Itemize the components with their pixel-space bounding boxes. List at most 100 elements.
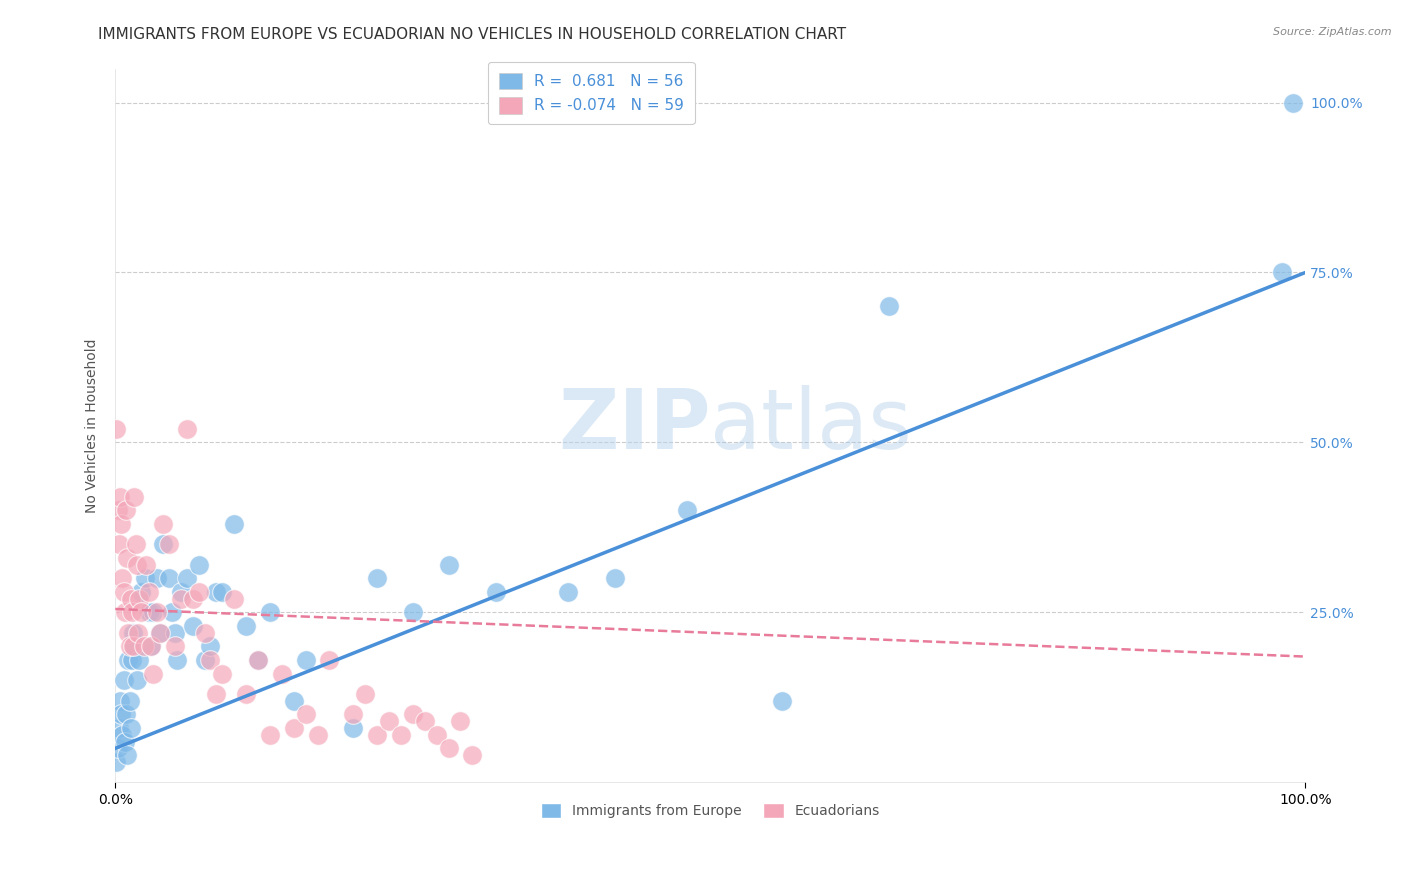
Point <box>224 516 246 531</box>
Point <box>170 585 193 599</box>
Point <box>142 606 165 620</box>
Point <box>124 537 146 551</box>
Point <box>146 571 169 585</box>
Point <box>205 585 228 599</box>
Point <box>125 558 148 572</box>
Point <box>603 571 626 585</box>
Point <box>342 721 364 735</box>
Point <box>124 490 146 504</box>
Point <box>1271 265 1294 279</box>
Point <box>205 687 228 701</box>
Point <box>121 606 143 620</box>
Point <box>294 707 316 722</box>
Point <box>294 653 316 667</box>
Point <box>224 591 246 606</box>
Y-axis label: No Vehicles in Household: No Vehicles in Household <box>86 338 100 513</box>
Point <box>402 606 425 620</box>
Point <box>107 741 129 756</box>
Point <box>115 707 138 722</box>
Text: ZIP: ZIP <box>558 385 710 466</box>
Point <box>270 666 292 681</box>
Point <box>176 422 198 436</box>
Point <box>157 571 180 585</box>
Point <box>152 516 174 531</box>
Point <box>152 537 174 551</box>
Point <box>557 585 579 599</box>
Point <box>235 619 257 633</box>
Point <box>163 640 186 654</box>
Point <box>283 694 305 708</box>
Point <box>235 687 257 701</box>
Point <box>131 606 153 620</box>
Point <box>437 741 460 756</box>
Point <box>211 666 233 681</box>
Point <box>426 728 449 742</box>
Point <box>146 606 169 620</box>
Point <box>110 516 132 531</box>
Point <box>402 707 425 722</box>
Point <box>120 721 142 735</box>
Point <box>125 673 148 688</box>
Point <box>181 591 204 606</box>
Point <box>389 728 412 742</box>
Point <box>162 606 184 620</box>
Point <box>211 585 233 599</box>
Point <box>128 653 150 667</box>
Point <box>108 537 131 551</box>
Point <box>117 653 139 667</box>
Point <box>200 653 222 667</box>
Point <box>149 625 172 640</box>
Point <box>461 748 484 763</box>
Text: IMMIGRANTS FROM EUROPE VS ECUADORIAN NO VEHICLES IN HOUSEHOLD CORRELATION CHART: IMMIGRANTS FROM EUROPE VS ECUADORIAN NO … <box>98 27 846 42</box>
Point <box>318 653 340 667</box>
Point <box>437 558 460 572</box>
Point <box>485 585 508 599</box>
Point <box>117 625 139 640</box>
Point <box>138 606 160 620</box>
Point <box>112 585 135 599</box>
Point <box>283 721 305 735</box>
Point <box>115 503 138 517</box>
Point <box>122 625 145 640</box>
Point <box>108 721 131 735</box>
Point <box>115 551 138 566</box>
Point <box>112 673 135 688</box>
Text: atlas: atlas <box>710 385 912 466</box>
Point <box>124 640 146 654</box>
Point <box>1282 95 1305 110</box>
Point <box>134 571 156 585</box>
Point <box>114 606 136 620</box>
Point <box>247 653 270 667</box>
Text: Source: ZipAtlas.com: Source: ZipAtlas.com <box>1274 27 1392 37</box>
Point <box>111 571 134 585</box>
Point <box>118 640 141 654</box>
Point <box>122 640 145 654</box>
Point <box>120 591 142 606</box>
Point <box>193 653 215 667</box>
Point <box>187 558 209 572</box>
Point <box>149 625 172 640</box>
Point <box>127 625 149 640</box>
Point <box>139 640 162 654</box>
Point <box>259 728 281 742</box>
Point <box>105 755 128 769</box>
Point <box>170 591 193 606</box>
Point <box>181 619 204 633</box>
Point <box>307 728 329 742</box>
Point <box>366 728 388 742</box>
Point <box>107 503 129 517</box>
Point <box>115 748 138 763</box>
Point <box>128 591 150 606</box>
Point <box>247 653 270 667</box>
Point <box>187 585 209 599</box>
Point <box>105 422 128 436</box>
Point <box>163 625 186 640</box>
Point <box>142 666 165 681</box>
Point <box>413 714 436 728</box>
Point <box>770 694 793 708</box>
Point <box>138 585 160 599</box>
Point <box>108 694 131 708</box>
Point <box>675 503 697 517</box>
Point <box>259 606 281 620</box>
Point <box>166 653 188 667</box>
